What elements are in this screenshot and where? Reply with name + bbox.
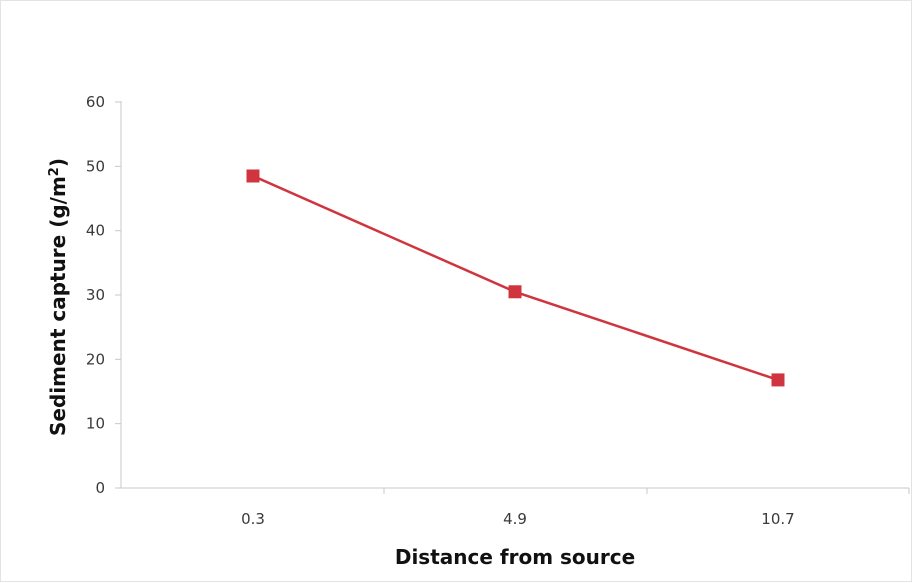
y-tick-label: 0: [95, 479, 105, 497]
x-tick-label: 10.7: [761, 510, 794, 528]
x-tick-label: 4.9: [503, 510, 527, 528]
data-point-marker: [246, 169, 260, 183]
series-layer: [246, 169, 785, 387]
y-axis-ticks: 0 10 20 30 40 50 60: [86, 93, 121, 497]
y-axis-title-superscript: 2: [47, 167, 62, 176]
y-axis-title-close: ): [46, 158, 70, 167]
x-axis-title: Distance from source: [395, 545, 635, 569]
y-tick-label: 10: [86, 415, 105, 433]
data-point-marker: [771, 373, 785, 387]
y-tick-label: 50: [86, 157, 105, 175]
x-tick-label: 0.3: [241, 510, 265, 528]
y-axis-title-main: Sediment capture (g/m: [46, 176, 70, 436]
series-line: [252, 174, 779, 382]
data-point-marker: [508, 285, 522, 299]
y-tick-label: 60: [86, 93, 105, 111]
x-axis-ticks: 0.3 4.9 10.7: [241, 488, 910, 528]
y-axis-title: Sediment capture (g/m2): [46, 158, 70, 436]
y-tick-label: 30: [86, 286, 105, 304]
y-tick-label: 20: [86, 350, 105, 368]
y-tick-label: 40: [86, 222, 105, 240]
